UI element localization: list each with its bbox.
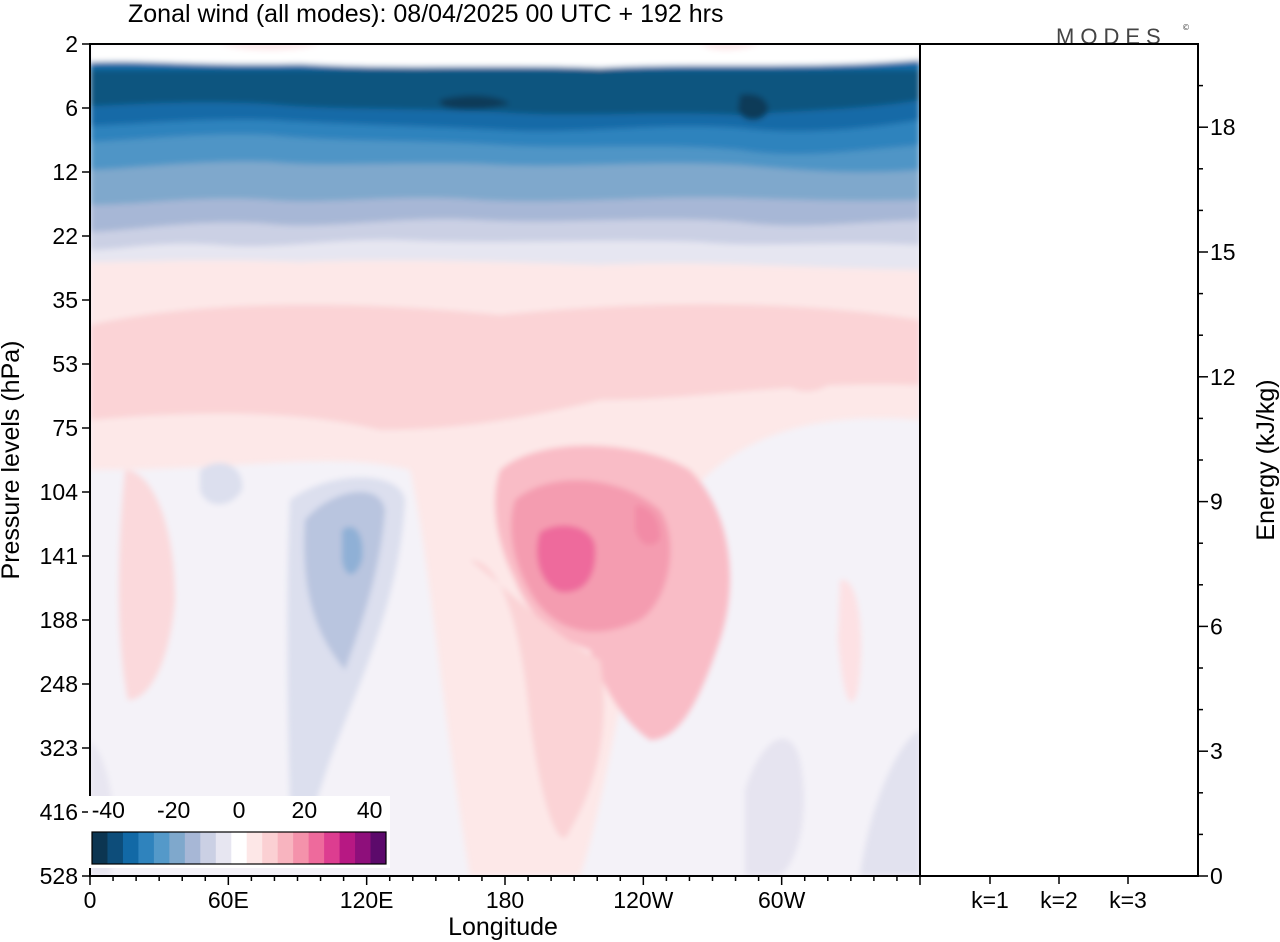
colorbar-swatch [308, 832, 325, 864]
energy-bar [967, 875, 1013, 877]
energy-panel-frame [919, 43, 1199, 877]
colorbar-swatch [122, 832, 139, 864]
blue-bottom-east [745, 738, 804, 876]
colorbar-swatch [215, 832, 232, 864]
bar-category-label: k=1 [971, 887, 1009, 913]
y-tick-label: 75 [52, 415, 78, 441]
energy-tick-label: 9 [1210, 489, 1223, 515]
colorbar-swatch [92, 832, 108, 864]
energy-tick-label: 0 [1210, 863, 1223, 889]
blue-trough-core [342, 526, 363, 575]
colorbar-swatch [262, 832, 279, 864]
colorbar-tick-label: -20 [157, 797, 190, 823]
y-tick-label: 2 [65, 31, 78, 57]
pink-blob-core-east [635, 505, 661, 546]
pink-column-west [119, 470, 175, 700]
energy-tick-label: 6 [1210, 613, 1223, 639]
strat-top-white [90, 44, 920, 68]
colorbar-tick-label: 0 [233, 797, 246, 823]
x-tick-label: 120W [613, 887, 673, 913]
x-tick-label: 60W [758, 887, 806, 913]
y-tick-label: 22 [52, 223, 78, 249]
energy-tick-label: 3 [1210, 738, 1223, 764]
zonal-wind-field [90, 44, 920, 876]
bar-category-label: k=3 [1109, 887, 1147, 913]
x-tick-label: 0 [84, 887, 97, 913]
colorbar-swatch [293, 832, 310, 864]
y-axis-label: Pressure levels (hPa) [0, 341, 25, 580]
colorbar-tick-label: 40 [357, 797, 383, 823]
y-tick-label: 141 [40, 543, 78, 569]
colorbar-swatch [107, 832, 124, 864]
pink-strat-patch-east [760, 307, 852, 392]
x-axis-label: Longitude [448, 913, 558, 941]
energy-tick-label: 12 [1210, 364, 1236, 390]
y-tick-label: 528 [40, 863, 78, 889]
x-tick-label: 120E [340, 887, 394, 913]
strat-layer-9 [440, 94, 769, 121]
energy-tick-label: 18 [1210, 114, 1236, 140]
colorbar-swatch [169, 832, 186, 864]
pink-blob-core [536, 525, 596, 593]
pink-column-east [838, 579, 861, 702]
bar-category-label: k=2 [1040, 887, 1078, 913]
y-tick-label: 104 [40, 479, 79, 505]
y-tick-label: 248 [40, 671, 78, 697]
energy-bar [1105, 875, 1151, 877]
colorbar-swatch [231, 832, 248, 864]
y-tick-label: 416 [40, 799, 78, 825]
y-tick-label: 35 [52, 287, 78, 313]
colorbar-tick-label: -40 [92, 797, 125, 823]
colorbar-swatch [277, 832, 294, 864]
colorbar-swatch [324, 832, 341, 864]
pink-strat-band [90, 304, 920, 430]
y-tick-label: 323 [40, 735, 78, 761]
blue-patch-30e [200, 462, 243, 505]
y-tick-label: 188 [40, 607, 78, 633]
y-tick-label: 6 [65, 95, 78, 121]
x-tick-label: 180 [486, 887, 524, 913]
colorbar-swatch [153, 832, 170, 864]
strat-layer-8 [90, 70, 920, 115]
energy-axis-label: Energy (kJ/kg) [1252, 379, 1280, 540]
x-tick-label: 60E [208, 887, 249, 913]
energy-bar [1036, 875, 1082, 877]
chart-title: Zonal wind (all modes): 08/04/2025 00 UT… [128, 0, 723, 28]
blue-bottom-edge [860, 730, 920, 876]
colorbar-swatch [138, 832, 155, 864]
copyright-icon: © [1182, 23, 1190, 32]
y-tick-label: 53 [52, 351, 78, 377]
colorbar-swatch [246, 832, 263, 864]
colorbar-swatch [184, 832, 201, 864]
pink-blob-tail [470, 560, 604, 838]
energy-tick-label: 15 [1210, 239, 1236, 265]
colorbar-swatch [200, 832, 217, 864]
blue-trough-mid [304, 491, 385, 670]
colorbar-swatch [339, 832, 356, 864]
colorbar-swatch [355, 832, 372, 864]
colorbar-swatch [370, 832, 387, 864]
colorbar-tick-label: 20 [292, 797, 318, 823]
y-tick-label: 12 [52, 159, 78, 185]
colorbar-frame [91, 831, 387, 865]
